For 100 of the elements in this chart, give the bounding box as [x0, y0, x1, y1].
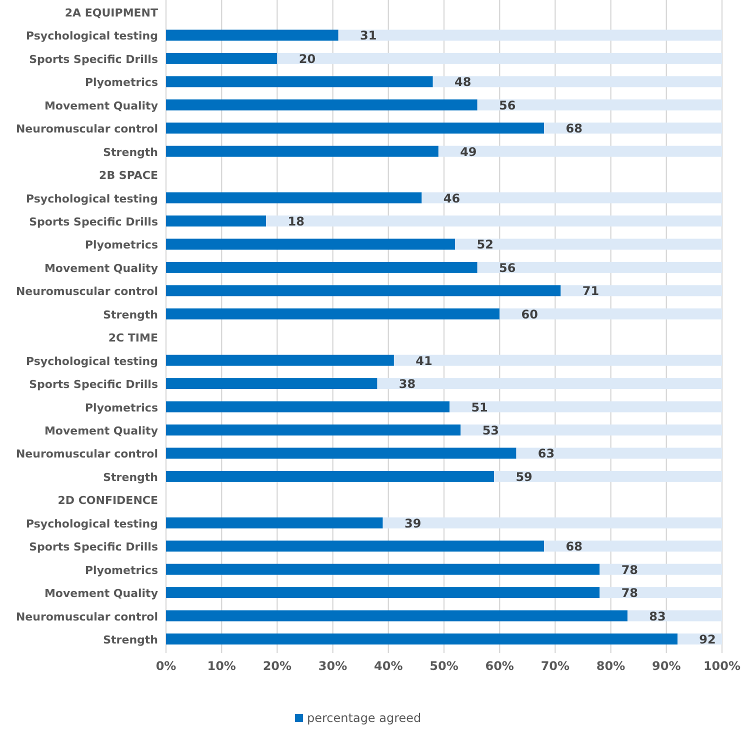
bar: [494, 470, 722, 482]
y-tick-label: Psychological testing: [26, 517, 158, 530]
bar: [432, 76, 722, 88]
data-label: 31: [360, 28, 377, 43]
bar: [422, 192, 722, 204]
data-label: 49: [460, 144, 477, 159]
x-tick-label: 30%: [318, 659, 348, 673]
bar: [600, 587, 722, 598]
x-tick-label: 90%: [652, 659, 681, 673]
y-tick-label: 2C TIME: [108, 332, 158, 345]
y-tick-label: Psychological testing: [26, 192, 158, 206]
bar: [166, 564, 600, 575]
data-label: 68: [566, 540, 582, 554]
data-label: 56: [499, 98, 516, 112]
bar: [455, 238, 722, 250]
data-label: 68: [566, 122, 582, 136]
x-tick-label: 80%: [596, 659, 626, 673]
y-tick-label: Plyometrics: [84, 564, 158, 577]
bar: [166, 216, 266, 226]
data-label: 41: [416, 354, 432, 368]
bar: [460, 424, 722, 436]
y-tick-label: Neuromuscular control: [16, 610, 158, 624]
bar: [560, 285, 722, 296]
bar: [166, 99, 478, 110]
x-tick-label: 10%: [207, 659, 236, 673]
y-tick-label: Movement Quality: [44, 262, 158, 275]
y-tick-label: Movement Quality: [44, 99, 158, 112]
data-label: 38: [398, 377, 416, 392]
bar: [166, 610, 628, 622]
x-tick-label: 100%: [703, 659, 741, 673]
bar: [166, 52, 278, 64]
bar: [166, 634, 678, 644]
bar: [544, 122, 722, 134]
bar: [477, 262, 722, 273]
bar: [450, 401, 722, 412]
x-tick-label: 40%: [374, 659, 403, 673]
bar: [166, 354, 394, 366]
bar: [382, 517, 722, 528]
x-tick-label: 0%: [156, 659, 176, 673]
y-tick-label: Plyometrics: [84, 76, 158, 90]
y-tick-label: 2B SPACE: [99, 169, 158, 182]
y-tick-label: Movement Quality: [44, 424, 158, 438]
bar: [166, 192, 422, 204]
bar: [500, 308, 722, 320]
bar: [166, 30, 338, 41]
data-label: 20: [298, 52, 316, 66]
y-tick-label: Neuromuscular control: [16, 285, 158, 298]
y-tick-label: Sports Specific Drills: [29, 540, 158, 554]
bar: [166, 470, 494, 482]
bar: [166, 146, 438, 157]
bar: [277, 52, 722, 64]
y-tick-label: Strength: [103, 634, 158, 646]
y-tick-label: 2D CONFIDENCE: [58, 494, 158, 508]
bar: [477, 99, 722, 110]
bar: [544, 540, 722, 552]
data-label: 39: [404, 516, 422, 530]
data-label: 52: [476, 238, 494, 252]
data-label: 56: [499, 260, 516, 275]
bar: [266, 216, 722, 226]
bar: [438, 146, 722, 157]
y-tick-label: Sports Specific Drills: [29, 52, 158, 66]
y-tick-label: Psychological testing: [26, 354, 158, 368]
data-label: 53: [482, 424, 500, 438]
bar: [166, 517, 383, 528]
y-tick-label: Strength: [103, 470, 158, 484]
y-tick-label: 2A EQUIPMENT: [64, 6, 158, 20]
data-label: 78: [621, 586, 638, 600]
bar: [166, 285, 561, 296]
bar: [166, 401, 450, 412]
bar: [166, 424, 461, 436]
data-label: 59: [516, 470, 532, 484]
x-tick-label: 60%: [485, 659, 514, 673]
y-tick-label: Plyometrics: [84, 401, 158, 414]
y-tick-label: Neuromuscular control: [16, 448, 158, 461]
x-tick-label: 20%: [262, 659, 292, 673]
bar: [627, 610, 722, 622]
data-label: 51: [471, 400, 488, 414]
y-tick-label: Movement Quality: [44, 587, 158, 600]
y-tick-label: Strength: [103, 308, 158, 322]
bar: [166, 378, 378, 390]
bar: [166, 122, 544, 134]
data-label: 83: [649, 609, 666, 624]
data-label: 78: [621, 562, 638, 577]
bar: [166, 262, 478, 273]
data-label: 18: [288, 214, 304, 228]
legend-label: percentage agreed: [307, 711, 422, 725]
bar: [338, 30, 722, 41]
bar: [166, 587, 600, 598]
bar: [516, 448, 722, 459]
x-tick-label: 70%: [540, 659, 570, 673]
bar: [166, 308, 500, 320]
y-tick-label: Neuromuscular control: [16, 122, 158, 136]
y-tick-label: Sports Specific Drills: [29, 216, 158, 228]
data-label: 60: [521, 307, 538, 322]
bar: [166, 76, 433, 88]
bar: [166, 448, 516, 459]
y-tick-label: Psychological testing: [26, 30, 158, 43]
bar: [377, 378, 722, 390]
data-label: 48: [454, 75, 472, 90]
y-tick-label: Sports Specific Drills: [29, 378, 158, 392]
